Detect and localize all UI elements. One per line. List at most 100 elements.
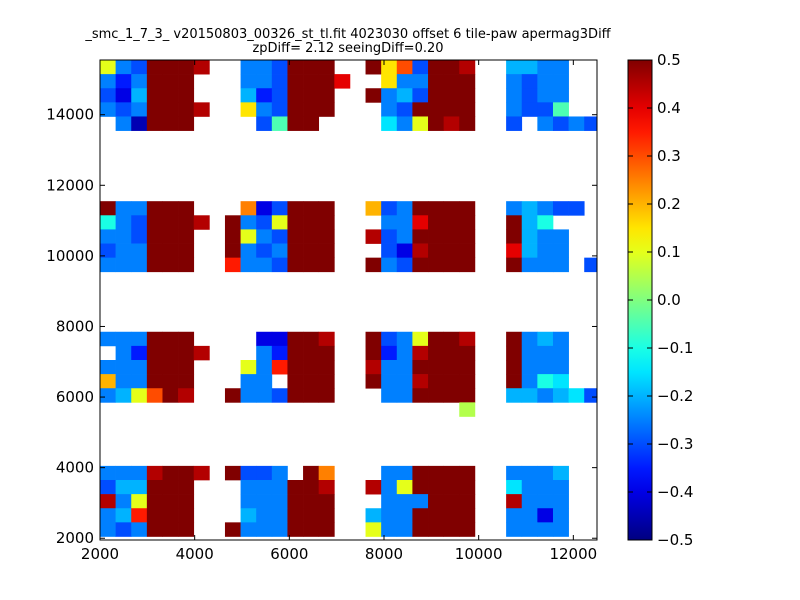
- heatmap-cell: [396, 494, 413, 509]
- heatmap-cell: [396, 60, 413, 75]
- heatmap-cell: [428, 257, 444, 273]
- heatmap-cell: [381, 465, 398, 481]
- heatmap-cell: [115, 494, 132, 509]
- heatmap-cell: [428, 229, 444, 244]
- heatmap-cell: [443, 345, 460, 361]
- heatmap-cell: [224, 388, 241, 403]
- heatmap-cell: [412, 465, 429, 481]
- heatmap-cell: [178, 480, 195, 495]
- heatmap-cell: [318, 374, 335, 389]
- heatmap-cell: [521, 331, 538, 347]
- heatmap-cell: [412, 494, 429, 509]
- heatmap-cell: [443, 229, 460, 244]
- heatmap-cell: [224, 257, 241, 273]
- heatmap-cell: [146, 116, 163, 131]
- heatmap-cell: [443, 360, 460, 375]
- heatmap-cell: [303, 360, 320, 375]
- heatmap-cell: [521, 215, 538, 230]
- heatmap-cell: [443, 374, 460, 389]
- heatmap-cell: [584, 388, 598, 403]
- heatmap-cell: [459, 88, 476, 103]
- x-tick-label: 8000: [365, 545, 403, 563]
- heatmap-cell: [318, 243, 335, 258]
- heatmap-cell: [287, 331, 304, 347]
- heatmap-cell: [131, 243, 148, 258]
- heatmap-cell: [131, 331, 148, 347]
- plot-background: [100, 60, 597, 540]
- heatmap-cell: [100, 494, 116, 509]
- heatmap-cell: [271, 388, 288, 403]
- heatmap-cell: [568, 116, 585, 131]
- heatmap-cell: [146, 74, 163, 89]
- heatmap-cell: [162, 494, 179, 509]
- heatmap-cell: [303, 215, 320, 230]
- heatmap-cell: [412, 345, 429, 361]
- heatmap-cell: [381, 215, 398, 230]
- heatmap-cell: [396, 116, 413, 131]
- heatmap-cell: [100, 201, 116, 216]
- heatmap-cell: [271, 116, 288, 131]
- heatmap-cell: [287, 215, 304, 230]
- heatmap-cell: [521, 257, 538, 273]
- heatmap-cell: [287, 508, 304, 523]
- heatmap-cell: [443, 60, 460, 75]
- heatmap-cell: [162, 201, 179, 216]
- heatmap-cell: [506, 102, 523, 117]
- heatmap-cell: [178, 116, 195, 131]
- heatmap-cell: [240, 508, 257, 523]
- heatmap-cell: [256, 480, 273, 495]
- x-tick-label: 12000: [549, 545, 597, 563]
- heatmap-cell: [240, 229, 257, 244]
- heatmap-cell: [521, 243, 538, 258]
- heatmap-cell: [303, 88, 320, 103]
- heatmap-cell: [412, 229, 429, 244]
- y-tick-label: 10000: [46, 247, 94, 265]
- heatmap-cell: [303, 331, 320, 347]
- y-tick-label: 6000: [56, 388, 94, 406]
- heatmap-cell: [459, 480, 476, 495]
- heatmap-cell: [537, 201, 554, 216]
- y-axis: 2000 4000 6000 8000 10000 12000 14000: [46, 106, 597, 547]
- heatmap-cell: [224, 465, 241, 481]
- colorbar-tick-label: 0.5: [657, 51, 681, 69]
- heatmap-cell: [521, 388, 538, 403]
- heatmap-cell: [303, 257, 320, 273]
- heatmap-cell: [506, 522, 523, 537]
- heatmap-cell: [443, 116, 460, 131]
- heatmap-cell: [428, 374, 444, 389]
- heatmap-cell: [115, 374, 132, 389]
- heatmap-cell: [381, 331, 398, 347]
- heatmap-cell: [115, 480, 132, 495]
- heatmap-cell: [115, 60, 132, 75]
- heatmap-cell: [318, 522, 335, 537]
- heatmap-cell: [568, 201, 585, 216]
- heatmap-cell: [459, 374, 476, 389]
- heatmap-cell: [178, 465, 195, 481]
- heatmap-cell: [162, 331, 179, 347]
- heatmap-cell: [521, 229, 538, 244]
- heatmap-cell: [178, 257, 195, 273]
- heatmap-cell: [131, 60, 148, 75]
- heatmap-cell: [506, 465, 523, 481]
- heatmap-cell: [100, 74, 116, 89]
- heatmap-cell: [459, 215, 476, 230]
- heatmap-cell: [412, 257, 429, 273]
- heatmap-cell: [100, 360, 116, 375]
- heatmap-cell: [506, 360, 523, 375]
- heatmap-cell: [552, 480, 569, 495]
- heatmap-cell: [131, 360, 148, 375]
- chart-title: _smc_1_7_3_ v20150803_00326_st_tl.fit 40…: [84, 27, 611, 42]
- heatmap-cell: [131, 102, 148, 117]
- heatmap-cell: [506, 243, 523, 258]
- heatmap-cell: [365, 229, 382, 244]
- heatmap-cell: [131, 74, 148, 89]
- heatmap-cell: [271, 465, 288, 481]
- heatmap-cell: [318, 201, 335, 216]
- heatmap-cell: [162, 88, 179, 103]
- heatmap-cell: [256, 243, 273, 258]
- heatmap-cell: [381, 388, 398, 403]
- heatmap-cell: [240, 522, 257, 537]
- x-tick-label: 2000: [81, 545, 119, 563]
- heatmap-cell: [396, 243, 413, 258]
- heatmap-cell: [537, 257, 554, 273]
